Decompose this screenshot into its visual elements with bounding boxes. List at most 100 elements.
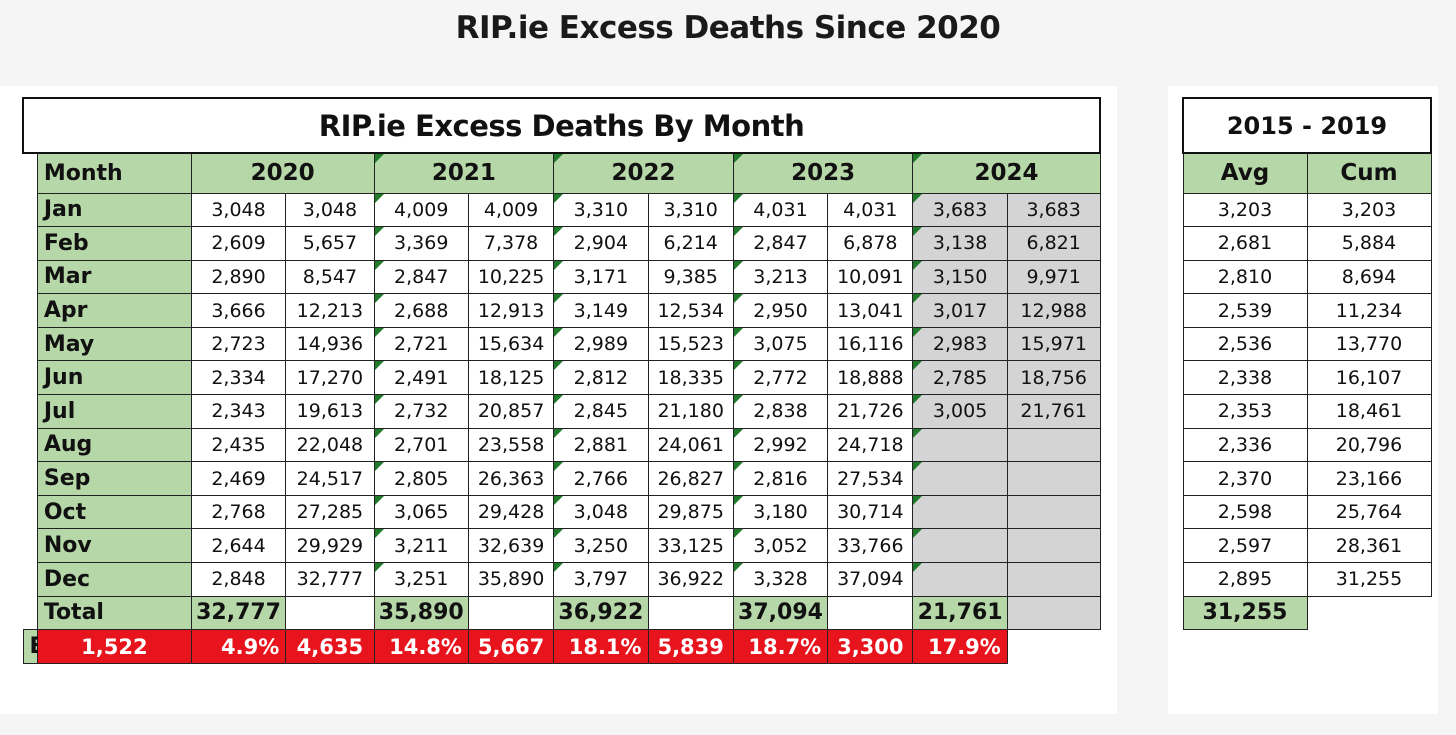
baseline-total-row: 31,255 — [1182, 595, 1431, 631]
excess-label: Excess — [22, 629, 113, 664]
month-row-sep: Sep 2,469 24,517 2,805 26,363 2,766 26,827 2,81… — [23, 461, 1101, 496]
cell-2024-monthly: 3,150 — [912, 259, 1008, 295]
cell-2022-cumulative: 6,214 — [647, 226, 734, 261]
cell-2024-cumulative — [1006, 461, 1101, 496]
total-blank-2020 — [285, 595, 375, 631]
month-label: Jun — [36, 360, 192, 396]
cell-2021-cumulative: 20,857 — [467, 394, 555, 429]
main-table-title: RIP.ie Excess Deaths By Month — [22, 97, 1101, 154]
cell-2024-cumulative: 21,761 — [1006, 394, 1101, 429]
cell-2024-monthly: 2,983 — [912, 326, 1008, 362]
total-2021: 35,890 — [373, 595, 469, 631]
baseline-row: 2,598 25,764 — [1182, 494, 1432, 530]
cell-2021-monthly: 2,491 — [373, 360, 469, 396]
cell-2022-monthly: 2,881 — [553, 427, 649, 463]
cell-2020-cumulative: 29,929 — [285, 528, 375, 564]
cell-2021-cumulative: 10,225 — [467, 259, 555, 295]
month-row-jul: Jul 2,343 19,613 2,732 20,857 2,845 21,180 2,83… — [23, 394, 1101, 429]
cell-2020-cumulative: 19,613 — [285, 394, 375, 429]
baseline-avg: 2,539 — [1182, 293, 1308, 328]
cell-2021-cumulative: 26,363 — [467, 461, 555, 496]
baseline-row: 2,370 23,166 — [1182, 461, 1432, 496]
cell-2023-monthly: 2,838 — [732, 394, 829, 429]
cell-2024-monthly: 3,138 — [912, 226, 1008, 261]
month-label: Mar — [36, 259, 192, 295]
excess-percent-2022: 18.1% — [553, 629, 649, 664]
excess-count-2022: 5,667 — [467, 629, 555, 664]
excess-deaths-by-month-table: RIP.ie Excess Deaths By Month Month 2020 20… — [22, 97, 1101, 664]
main-table-header-row: Month 2020 2021 2022 2023 2024 — [23, 152, 1101, 630]
cell-2023-monthly: 2,992 — [732, 427, 829, 463]
baseline-row: 2,353 18,461 — [1182, 394, 1432, 429]
cell-2023-monthly: 4,031 — [732, 192, 829, 228]
cell-2023-monthly: 2,772 — [732, 360, 829, 396]
cell-2020-cumulative: 12,213 — [285, 293, 375, 328]
cell-2022-cumulative: 3,310 — [647, 192, 734, 228]
excess-percent-2023: 18.7% — [732, 629, 829, 664]
cell-2024-cumulative: 12,988 — [1006, 293, 1101, 328]
cell-2020-cumulative: 5,657 — [285, 226, 375, 261]
cell-2024-cumulative: 9,971 — [1006, 259, 1101, 295]
cell-2020-cumulative: 24,517 — [285, 461, 375, 496]
total-2024: 21,761 — [912, 595, 1008, 631]
cell-2022-cumulative: 24,061 — [647, 427, 734, 463]
left-gutter — [23, 153, 38, 630]
cell-2023-cumulative: 30,714 — [827, 494, 914, 530]
cell-2024-monthly — [912, 427, 1008, 463]
month-label: Dec — [36, 562, 192, 597]
cell-2022-cumulative: 9,385 — [647, 259, 734, 295]
cell-2024-monthly — [912, 461, 1008, 496]
cell-2024-cumulative — [1006, 528, 1101, 564]
baseline-avg: 2,353 — [1182, 394, 1308, 429]
cell-2021-monthly: 2,805 — [373, 461, 469, 496]
page-title: RIP.ie Excess Deaths Since 2020 — [455, 10, 1001, 46]
month-row-may: May 2,723 14,936 2,721 15,634 2,989 15,523 3,07… — [23, 326, 1101, 362]
cell-2020-cumulative: 14,936 — [285, 326, 375, 362]
total-2022: 36,922 — [553, 595, 649, 631]
cell-2023-monthly: 3,213 — [732, 259, 829, 295]
baseline-title-row: 2015 - 2019 — [1182, 97, 1432, 154]
month-label: Nov — [36, 528, 192, 564]
baseline-avg: 2,338 — [1182, 360, 1308, 396]
cell-2020-cumulative: 17,270 — [285, 360, 375, 396]
cell-2020-cumulative: 3,048 — [285, 192, 375, 228]
cell-2020-monthly: 2,435 — [190, 427, 287, 463]
cell-2023-monthly: 2,847 — [732, 226, 829, 261]
baseline-cum: 13,770 — [1306, 326, 1432, 362]
cell-2020-monthly: 2,334 — [190, 360, 287, 396]
cell-2022-cumulative: 12,534 — [647, 293, 734, 328]
cell-2023-cumulative: 18,888 — [827, 360, 914, 396]
cell-2020-monthly: 2,609 — [190, 226, 287, 261]
cell-2023-monthly: 3,052 — [732, 528, 829, 564]
cell-2024-monthly: 3,005 — [912, 394, 1008, 429]
month-row-nov: Nov 2,644 29,929 3,211 32,639 3,250 33,125 3,05… — [23, 528, 1101, 564]
month-row-mar: Mar 2,890 8,547 2,847 10,225 3,171 9,385 3,213 1… — [23, 259, 1101, 295]
cell-2024-monthly: 2,785 — [912, 360, 1008, 396]
month-row-oct: Oct 2,768 27,285 3,065 29,428 3,048 29,875 3,18… — [23, 494, 1101, 530]
cell-2024-monthly: 3,683 — [912, 192, 1008, 228]
baseline-row: 2,536 13,770 — [1182, 326, 1432, 362]
cell-2023-monthly: 2,816 — [732, 461, 829, 496]
baseline-cum: 8,694 — [1306, 259, 1432, 295]
year-header-2024: 2024 — [912, 152, 1101, 194]
baseline-row: 2,597 28,361 — [1182, 528, 1432, 564]
cell-2021-cumulative: 35,890 — [467, 562, 555, 597]
excess-count-2024: 3,300 — [827, 629, 914, 664]
baseline-total-blank — [1307, 596, 1431, 630]
total-row: Total 32,777 35,890 36,922 37,094 21,761 — [23, 595, 1101, 631]
month-row-dec: Dec 2,848 32,777 3,251 35,890 3,797 36,922 3,32… — [23, 562, 1101, 597]
cell-2022-monthly: 2,812 — [553, 360, 649, 396]
cell-2020-monthly: 2,469 — [190, 461, 287, 496]
year-header-2021: 2021 — [373, 152, 555, 194]
baseline-row: 2,539 11,234 — [1182, 293, 1432, 328]
total-blank-2024 — [1006, 595, 1101, 631]
cell-2021-cumulative: 12,913 — [467, 293, 555, 328]
cell-2023-cumulative: 16,116 — [827, 326, 914, 362]
cell-2021-monthly: 3,065 — [373, 494, 469, 530]
cell-2023-monthly: 3,328 — [732, 562, 829, 597]
cell-2024-cumulative — [1006, 562, 1101, 597]
excess-percent-2020: 4.9% — [190, 629, 287, 664]
cell-2022-cumulative: 29,875 — [647, 494, 734, 530]
cell-2022-cumulative: 26,827 — [647, 461, 734, 496]
cell-2024-cumulative: 3,683 — [1006, 192, 1101, 228]
